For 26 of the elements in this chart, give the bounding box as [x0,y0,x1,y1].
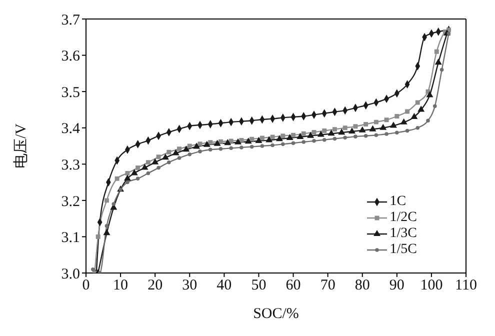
x-tick-label: 30 [182,278,198,294]
y-tick-label: 3.6 [61,48,80,65]
x-tick-label: 0 [82,278,90,294]
x-tick-label: 50 [251,278,266,294]
y-axis-title: 电压/V [12,123,30,168]
legend-label: 1/3C [390,226,417,242]
y-tick-label: 3.3 [61,157,80,174]
y-tick-label: 3.5 [61,84,80,101]
legend-label: 1/2C [390,210,417,226]
x-tick-label: 10 [113,278,128,294]
y-tick-label: 3.7 [61,12,80,28]
x-tick-label: 20 [148,278,163,294]
x-tick-label: 100 [420,278,443,294]
y-tick-label: 3.4 [61,121,80,138]
legend-label: 1/5C [390,242,417,258]
x-tick-label: 90 [389,278,404,294]
y-tick-label: 3.2 [61,194,80,210]
y-tick-label: 3.0 [61,266,80,282]
legend-label: 1C [390,194,406,210]
x-tick-label: 60 [286,278,301,294]
x-tick-label: 110 [455,278,477,294]
x-axis-title: SOC/% [253,306,299,322]
x-tick-label: 40 [216,278,232,294]
y-tick-label: 3.1 [61,230,80,246]
x-tick-label: 70 [320,278,336,294]
x-tick-label: 80 [354,278,370,294]
